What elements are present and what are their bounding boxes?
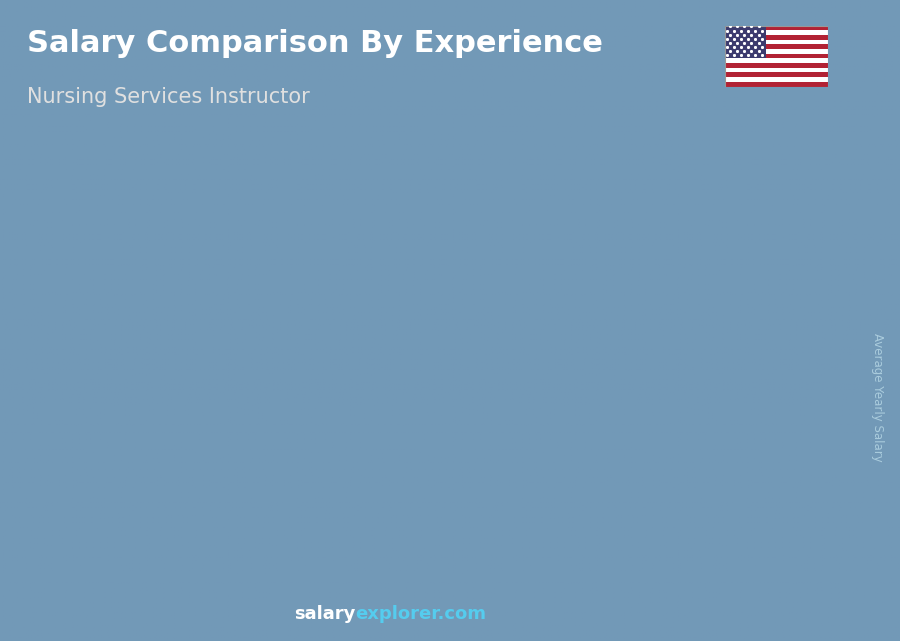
- FancyBboxPatch shape: [65, 447, 136, 570]
- Bar: [196, 395, 258, 397]
- Bar: [318, 340, 381, 351]
- Bar: [196, 395, 258, 404]
- Text: 67,500 USD: 67,500 USD: [176, 370, 264, 385]
- FancyBboxPatch shape: [187, 395, 258, 570]
- Bar: [724, 26, 766, 58]
- Bar: [724, 58, 828, 63]
- Bar: [74, 447, 136, 448]
- Bar: [318, 340, 381, 342]
- FancyBboxPatch shape: [310, 340, 381, 570]
- Bar: [724, 40, 828, 44]
- Bar: [440, 287, 503, 301]
- Text: +6%: +6%: [504, 213, 554, 233]
- Bar: [724, 68, 828, 72]
- Text: +42%: +42%: [130, 324, 194, 343]
- Bar: [724, 72, 828, 77]
- Bar: [562, 269, 626, 272]
- Bar: [562, 269, 626, 283]
- Text: Salary Comparison By Experience: Salary Comparison By Experience: [27, 29, 603, 58]
- Bar: [685, 240, 748, 256]
- Bar: [685, 240, 748, 243]
- Text: explorer.com: explorer.com: [356, 605, 487, 623]
- Text: 88,700 USD: 88,700 USD: [299, 316, 386, 331]
- Bar: [440, 287, 503, 290]
- FancyBboxPatch shape: [554, 269, 626, 570]
- Bar: [724, 49, 828, 54]
- Text: 109,000 USD: 109,000 USD: [418, 265, 515, 279]
- Text: +23%: +23%: [374, 227, 437, 246]
- Bar: [724, 63, 828, 68]
- Text: 127,000 USD: 127,000 USD: [700, 218, 796, 233]
- Text: salary: salary: [294, 605, 356, 623]
- Text: 116,000 USD: 116,000 USD: [541, 246, 637, 262]
- Bar: [724, 54, 828, 58]
- Bar: [724, 30, 828, 35]
- Bar: [432, 287, 440, 570]
- Bar: [677, 240, 685, 570]
- Bar: [187, 395, 196, 570]
- Bar: [724, 35, 828, 40]
- Bar: [724, 77, 828, 82]
- Bar: [310, 340, 318, 570]
- Bar: [724, 44, 828, 49]
- Text: Average Yearly Salary: Average Yearly Salary: [871, 333, 884, 462]
- Bar: [724, 82, 828, 87]
- Bar: [65, 447, 74, 570]
- Bar: [74, 447, 136, 454]
- FancyBboxPatch shape: [432, 287, 503, 570]
- Text: 47,600 USD: 47,600 USD: [54, 417, 141, 433]
- Bar: [554, 269, 562, 570]
- FancyBboxPatch shape: [677, 240, 748, 570]
- Text: Nursing Services Instructor: Nursing Services Instructor: [27, 87, 310, 106]
- Text: +31%: +31%: [252, 274, 316, 293]
- Bar: [724, 26, 828, 30]
- Text: +10%: +10%: [619, 185, 682, 204]
